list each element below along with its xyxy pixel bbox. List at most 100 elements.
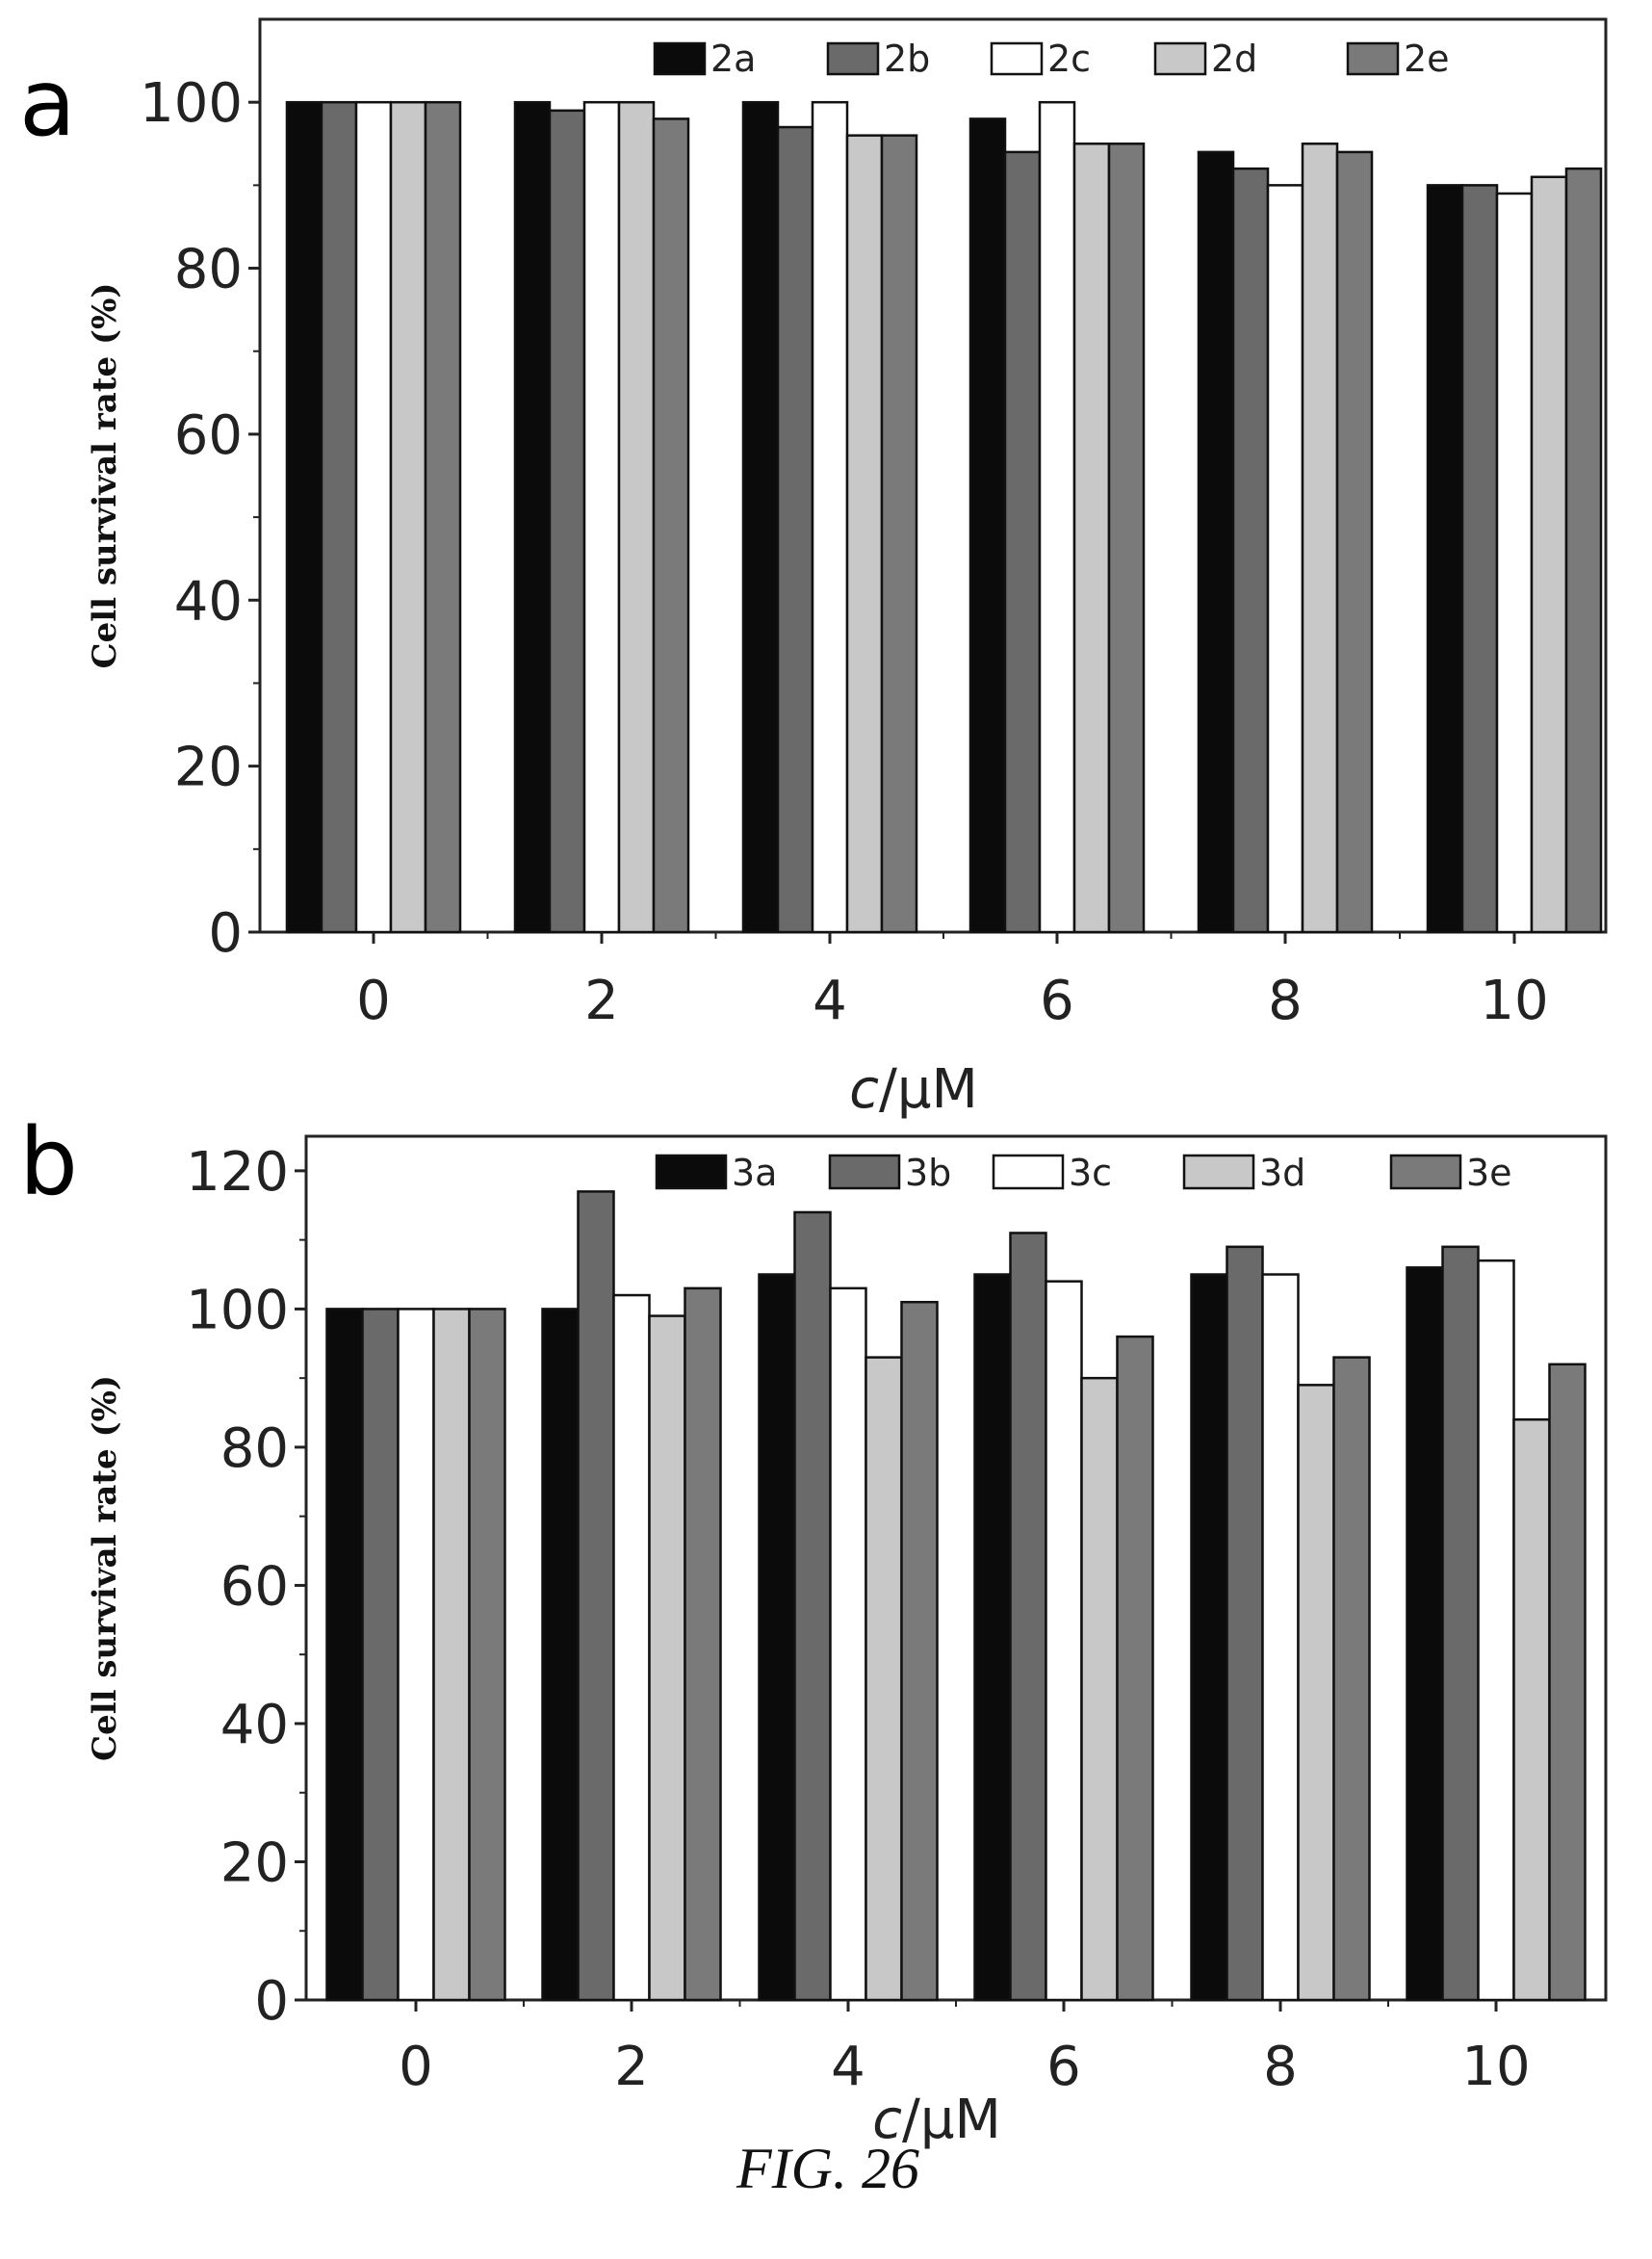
bar-3e-0	[468, 1308, 506, 2002]
legend-label-3c: 3c	[1069, 1152, 1112, 1194]
bar-2a-2	[513, 100, 552, 934]
bar-2e-2	[652, 117, 690, 934]
bar-3d-2	[648, 1314, 686, 2002]
y-tick-label: 40	[220, 1694, 289, 1756]
bar-3a-10	[1406, 1266, 1444, 2002]
y-tick-label: 20	[220, 1831, 289, 1894]
x-axis-label: c/μM	[872, 2089, 1001, 2151]
bar-2a-4	[741, 100, 780, 934]
bar-2a-8	[1197, 150, 1235, 934]
plot-frame	[258, 17, 1608, 934]
bar-2c-2	[582, 100, 621, 934]
bar-3e-2	[684, 1286, 722, 2002]
legend-swatch-2a	[653, 41, 707, 76]
bar-2b-8	[1231, 167, 1270, 934]
panel-letter: a	[19, 49, 76, 157]
y-tick-label: 60	[220, 1555, 289, 1618]
bar-3c-8	[1261, 1273, 1300, 2002]
legend-swatch-2c	[990, 41, 1044, 76]
x-tick-label: 0	[356, 970, 391, 1032]
x-tick-label: 2	[584, 970, 619, 1032]
y-axis-label: Cell survival rate (%)	[86, 1375, 124, 1761]
bar-3b-6	[1009, 1232, 1047, 2002]
legend-label-2b: 2b	[884, 38, 930, 80]
x-tick-label: 4	[813, 970, 847, 1032]
legend-label-2c: 2c	[1047, 38, 1091, 80]
legend-label-2a: 2a	[710, 38, 756, 80]
bar-3e-10	[1548, 1363, 1587, 2002]
bar-2d-6	[1072, 143, 1111, 934]
x-tick-label: 8	[1268, 970, 1303, 1032]
bar-2c-10	[1495, 192, 1534, 934]
bar-3d-4	[865, 1356, 903, 2002]
bar-3a-2	[541, 1308, 580, 2002]
legend-label-2d: 2d	[1211, 38, 1257, 80]
y-tick-label: 0	[254, 1970, 289, 2033]
bar-3b-8	[1226, 1245, 1264, 2002]
bar-2c-6	[1038, 100, 1076, 934]
bar-2e-8	[1335, 150, 1374, 934]
bar-2c-4	[811, 100, 849, 934]
x-axis-label-variable: c	[849, 1058, 879, 1121]
bar-3d-0	[432, 1308, 471, 2002]
y-tick-label: 40	[174, 570, 243, 633]
legend-swatch-3a	[655, 1154, 728, 1190]
bar-3d-6	[1080, 1376, 1119, 2002]
x-axis-label-unit: /μM	[879, 1058, 978, 1121]
bar-3e-4	[900, 1300, 939, 2002]
x-tick-label: 10	[1461, 2036, 1530, 2098]
panel-letter: b	[19, 1108, 78, 1216]
bar-2b-2	[548, 109, 586, 934]
legend-swatch-3b	[828, 1154, 901, 1190]
bar-3b-2	[577, 1190, 615, 2002]
x-axis-label: c/μM	[849, 1058, 978, 1121]
x-tick-label: 4	[831, 2036, 865, 2098]
bar-2d-0	[389, 100, 427, 934]
y-tick-label: 0	[208, 902, 243, 965]
x-tick-label: 10	[1480, 970, 1548, 1032]
legend-swatch-3e	[1389, 1154, 1462, 1190]
y-tick-label: 20	[174, 737, 243, 799]
legend-swatch-3c	[992, 1154, 1065, 1190]
bar-3d-8	[1297, 1384, 1335, 2002]
legend-swatch-2b	[826, 41, 880, 76]
bar-2a-10	[1426, 184, 1464, 934]
bar-3a-6	[973, 1273, 1012, 2002]
bar-3d-10	[1512, 1417, 1551, 2002]
bar-2a-6	[968, 117, 1007, 934]
x-axis-label-unit: /μM	[902, 2089, 1001, 2151]
x-axis-label-variable: c	[872, 2089, 902, 2151]
bar-2d-10	[1530, 175, 1568, 934]
bar-2a-0	[285, 100, 323, 934]
x-tick-label: 0	[399, 2036, 433, 2098]
bar-3a-4	[758, 1273, 796, 2002]
bar-3c-4	[829, 1286, 867, 2002]
bar-2d-2	[617, 100, 656, 934]
bar-3b-0	[361, 1308, 400, 2002]
legend-label-2e: 2e	[1404, 38, 1450, 80]
x-tick-label: 2	[614, 2036, 649, 2098]
legend-swatch-2e	[1346, 41, 1400, 76]
bar-3c-6	[1045, 1280, 1083, 2002]
bar-2e-6	[1107, 143, 1146, 934]
bar-3c-10	[1477, 1259, 1515, 2002]
legend-swatch-2d	[1153, 41, 1207, 76]
bar-3a-0	[325, 1308, 364, 2002]
legend-label-3e: 3e	[1466, 1152, 1512, 1194]
bar-2b-0	[320, 100, 358, 934]
bar-2b-10	[1460, 184, 1499, 934]
y-tick-label: 100	[140, 72, 243, 135]
legend-label-3d: 3d	[1259, 1152, 1305, 1194]
bar-2c-0	[354, 100, 393, 934]
y-tick-label: 100	[186, 1279, 289, 1341]
y-tick-label: 60	[174, 404, 243, 467]
legend-label-3b: 3b	[905, 1152, 951, 1194]
bar-3b-4	[793, 1210, 832, 2002]
bar-2e-10	[1564, 167, 1603, 934]
bar-2e-0	[424, 100, 462, 934]
bar-3b-10	[1441, 1245, 1480, 2002]
bar-2e-4	[880, 134, 918, 934]
legend-label-3a: 3a	[732, 1152, 777, 1194]
chart-panel-a: a 0 20 40 60 80 100 0 2 4 6 8 10 c/μM Cell survival ra…	[19, 17, 1608, 1121]
y-axis-label: Cell survival rate (%)	[86, 283, 124, 669]
